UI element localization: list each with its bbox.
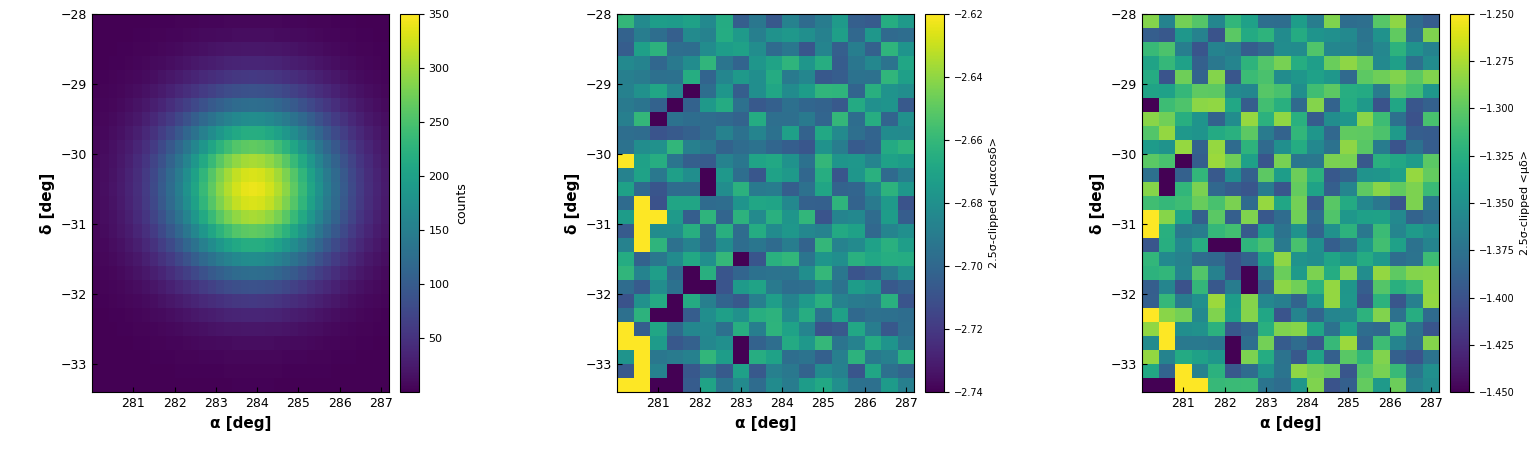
Y-axis label: δ [deg]: δ [deg]	[565, 172, 580, 234]
Y-axis label: δ [deg]: δ [deg]	[1090, 172, 1105, 234]
Y-axis label: 2.5σ-clipped <μαcosδ>: 2.5σ-clipped <μαcosδ>	[989, 138, 999, 268]
Y-axis label: counts: counts	[456, 182, 468, 224]
Y-axis label: 2.5σ-clipped <μδ>: 2.5σ-clipped <μδ>	[1520, 151, 1530, 255]
X-axis label: α [deg]: α [deg]	[1260, 416, 1322, 431]
X-axis label: α [deg]: α [deg]	[735, 416, 797, 431]
X-axis label: α [deg]: α [deg]	[210, 416, 272, 431]
Y-axis label: δ [deg]: δ [deg]	[40, 172, 55, 234]
